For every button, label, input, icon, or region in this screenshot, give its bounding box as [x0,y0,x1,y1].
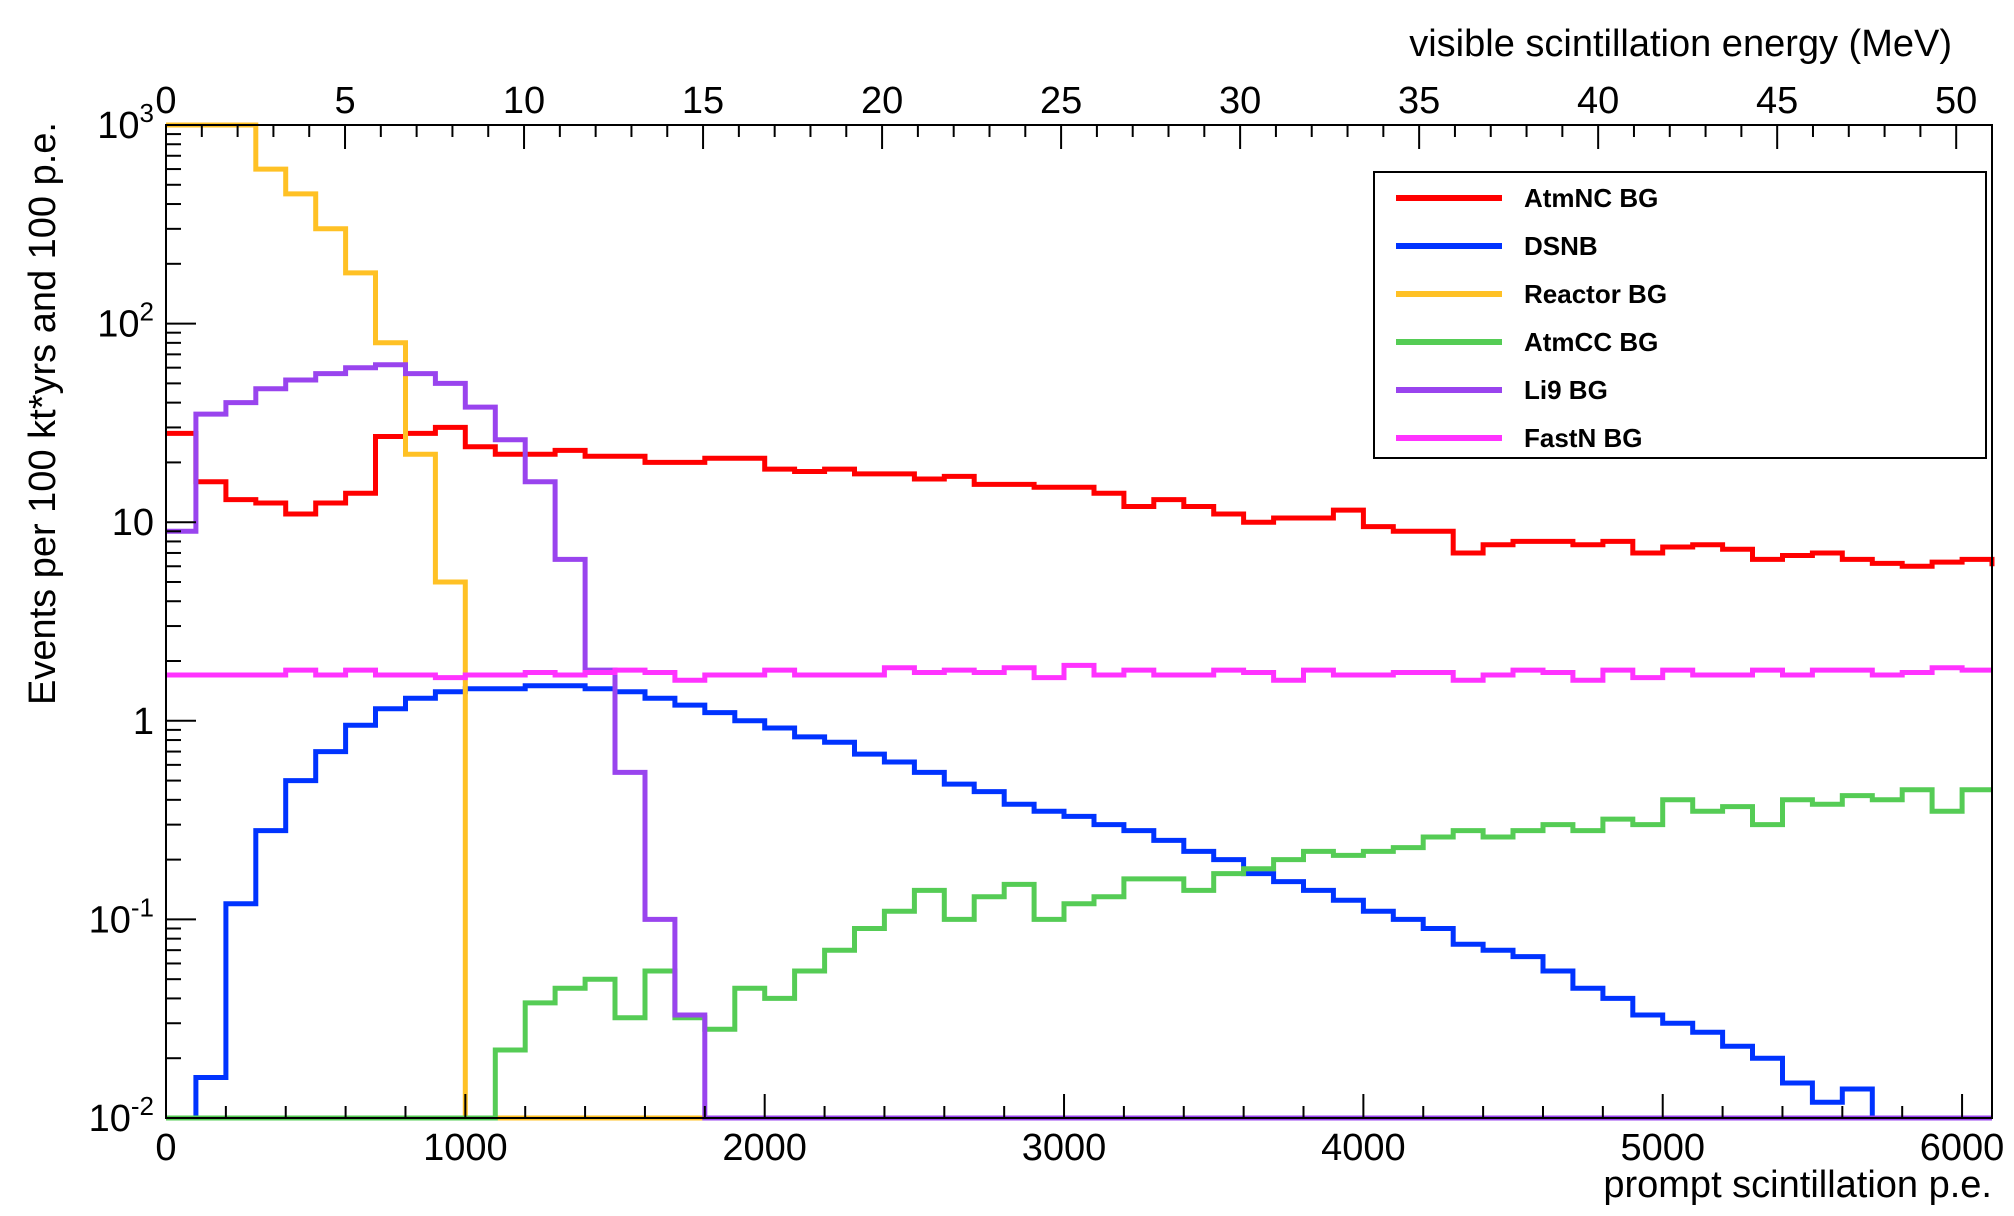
top-tick-label: 25 [1040,80,1082,122]
series-line-4 [166,362,1992,1121]
legend-label-2: Reactor BG [1524,279,1667,309]
top-axis-title: visible scintillation energy (MeV) [1409,23,1952,65]
top-tick-label: 15 [682,80,724,122]
x-tick-label: 0 [155,1127,176,1169]
plot-frame [165,124,1993,1119]
top-tick-label: 30 [1219,80,1261,122]
y-tick-label: 10-1 [89,892,154,941]
x-tick-label: 6000 [1920,1127,2005,1169]
x-axis-title: prompt scintillation p.e. [1603,1164,1992,1206]
y-tick-label: 10 [112,502,154,544]
top-tick-label: 20 [861,80,903,122]
legend-box [1373,171,1987,459]
series-line-5 [166,662,1992,683]
top-tick-label: 50 [1935,80,1977,122]
y-tick-label: 102 [97,297,154,346]
legend-label-1: DSNB [1524,231,1598,261]
x-tick-label: 2000 [722,1127,807,1169]
x-tick-label: 3000 [1022,1127,1107,1169]
top-tick-label: 40 [1577,80,1619,122]
y-tick-label: 10-2 [89,1091,154,1140]
x-tick-label: 4000 [1321,1127,1406,1169]
y-tick-label: 1 [133,701,154,743]
axes-layer: 0 1000 2000 3000 4000 5000 6000 0 5 10 15 20 25 30 35 4… [89,80,2005,1169]
x-tick-label: 5000 [1620,1127,1705,1169]
top-tick-label: 5 [334,80,355,122]
top-tick-label: 0 [155,80,176,122]
y-tick-label: 103 [97,98,154,147]
top-tick-label: 10 [503,80,545,122]
legend-label-0: AtmNC BG [1524,183,1658,213]
legend-label-5: FastN BG [1524,423,1642,453]
x-tick-label: 1000 [423,1127,508,1169]
legend-label-3: AtmCC BG [1524,327,1658,357]
legend-label-4: Li9 BG [1524,375,1608,405]
top-tick-label: 35 [1398,80,1440,122]
top-tick-label: 45 [1756,80,1798,122]
series-line-0 [166,424,1995,569]
legend: AtmNC BG DSNB Reactor BG AtmCC BG Li9 BG Fast… [1373,171,1987,459]
series-line-3 [166,787,1992,1121]
y-axis-title: Events per 100 kt*yrs and 100 p.e. [22,122,64,705]
